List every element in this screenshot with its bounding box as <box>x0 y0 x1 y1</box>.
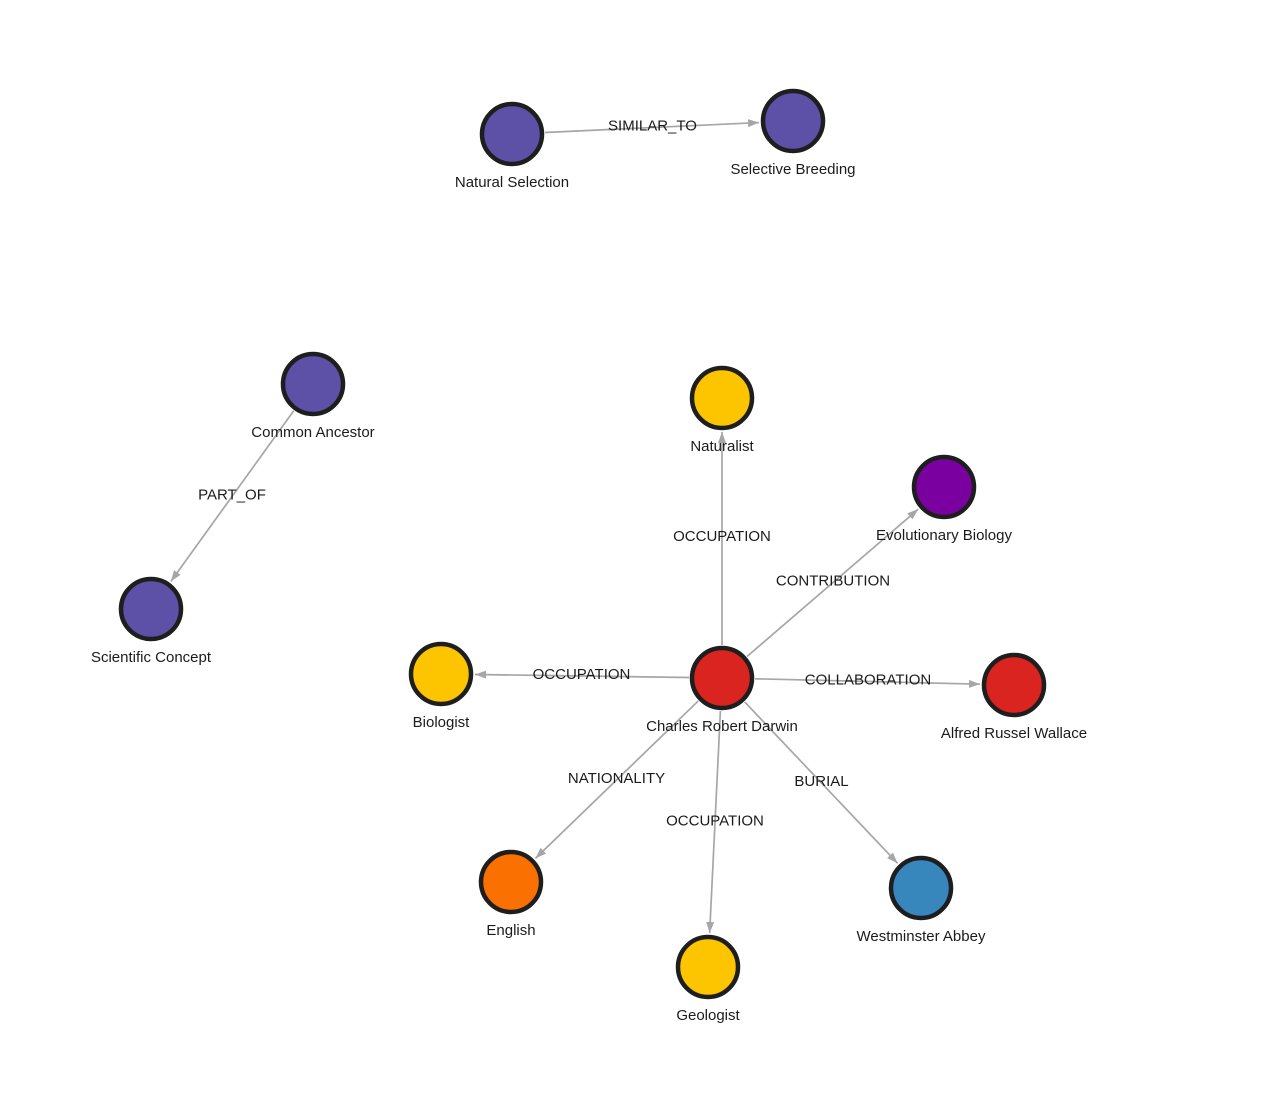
edge-occupation-line[interactable] <box>706 710 722 934</box>
node-evolutionary-biology[interactable] <box>911 454 977 520</box>
node-label-common-ancestor: Common Ancestor <box>251 424 374 441</box>
edge-burial-line[interactable] <box>744 701 899 864</box>
node-label-scientific-concept: Scientific Concept <box>91 649 212 666</box>
edge-occupation-line[interactable] <box>474 670 690 679</box>
edge-contribution-line[interactable] <box>746 508 919 658</box>
edges-layer <box>170 119 981 934</box>
edge-label-similar-to: SIMILAR_TO <box>608 118 697 135</box>
edge-label-contribution: CONTRIBUTION <box>776 573 890 590</box>
node-label-geologist: Geologist <box>676 1007 740 1024</box>
edge-label-collaboration: COLLABORATION <box>805 672 931 689</box>
node-naturalist[interactable] <box>689 365 755 431</box>
node-label-evolutionary-biology: Evolutionary Biology <box>876 527 1012 544</box>
node-common-ancestor[interactable] <box>280 351 346 417</box>
node-label-westminster-abbey: Westminster Abbey <box>857 928 986 945</box>
node-westminster-abbey[interactable] <box>888 855 954 921</box>
node-scientific-concept[interactable] <box>118 576 184 642</box>
node-label-alfred-russel-wallace: Alfred Russel Wallace <box>941 725 1087 742</box>
node-natural-selection[interactable] <box>479 101 545 167</box>
edge-collaboration-line[interactable] <box>754 677 981 688</box>
node-label-natural-selection: Natural Selection <box>455 174 569 191</box>
node-selective-breeding[interactable] <box>760 88 826 154</box>
node-labels-layer: Natural Selection Selective Breeding Commo… <box>91 161 1087 1024</box>
edge-nationality-line[interactable] <box>534 700 699 859</box>
node-label-english: English <box>486 922 535 939</box>
node-label-biologist: Biologist <box>413 714 471 731</box>
node-label-charles-robert-darwin: Charles Robert Darwin <box>646 718 798 735</box>
node-english[interactable] <box>478 849 544 915</box>
edge-label-occupation: OCCUPATION <box>673 528 771 545</box>
node-label-naturalist: Naturalist <box>690 438 754 455</box>
edge-similar-to-line[interactable] <box>544 119 760 134</box>
edge-part-of-line[interactable] <box>170 410 295 582</box>
edge-label-occupation: OCCUPATION <box>666 813 764 830</box>
edge-label-occupation: OCCUPATION <box>533 666 631 683</box>
node-biologist[interactable] <box>408 641 474 707</box>
edge-labels-layer: SIMILAR_TO PART_OF OCCUPATION CONTRIBUTION O… <box>198 118 931 830</box>
node-geologist[interactable] <box>675 934 741 1000</box>
edge-label-nationality: NATIONALITY <box>568 770 665 787</box>
edge-label-burial: BURIAL <box>794 773 848 790</box>
node-alfred-russel-wallace[interactable] <box>981 652 1047 718</box>
nodes-layer <box>118 88 1047 1000</box>
node-charles-robert-darwin[interactable] <box>689 645 755 711</box>
node-label-selective-breeding: Selective Breeding <box>730 161 855 178</box>
edge-label-part-of: PART_OF <box>198 487 266 504</box>
